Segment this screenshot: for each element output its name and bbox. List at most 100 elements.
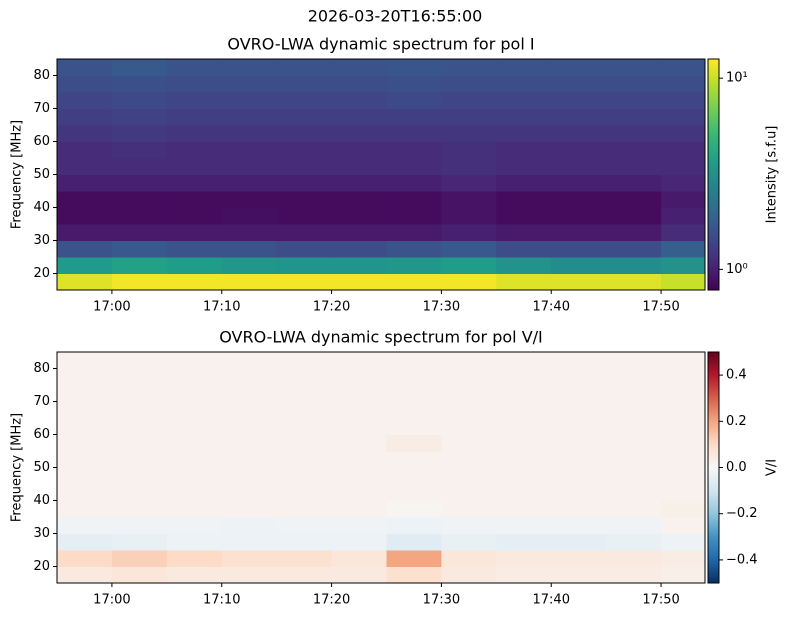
heatmap-cell: [111, 224, 168, 241]
heatmap-cell: [276, 108, 333, 126]
colorbar-tick-label: 10¹: [726, 71, 748, 86]
heatmap-cell: [551, 451, 607, 468]
heatmap-cell: [331, 92, 387, 109]
heatmap-cell: [57, 158, 113, 175]
heatmap-cell: [441, 257, 497, 274]
heatmap-cell: [496, 517, 552, 534]
heatmap-cell: [661, 92, 706, 109]
heatmap-cell: [606, 401, 662, 419]
heatmap-cell: [166, 257, 223, 274]
heatmap-cell: [386, 484, 442, 501]
heatmap-cell: [111, 92, 168, 109]
heatmap-cell: [331, 434, 387, 452]
heatmap-cell: [661, 141, 706, 159]
heatmap: [57, 352, 706, 584]
heatmap-cell: [166, 273, 223, 291]
heatmap-cell: [57, 418, 113, 435]
heatmap-cell: [496, 566, 552, 584]
heatmap-cell: [441, 467, 497, 485]
heatmap-cell: [221, 550, 278, 567]
colorbar: [708, 59, 719, 290]
heatmap-cell: [57, 108, 113, 126]
heatmap-cell: [57, 92, 113, 109]
heatmap-cell: [166, 75, 223, 93]
heatmap-cell: [57, 368, 113, 386]
heatmap-cell: [441, 401, 497, 419]
heatmap-cell: [386, 385, 442, 402]
heatmap-cell: [441, 451, 497, 468]
heatmap-cell: [606, 418, 662, 435]
heatmap-cell: [606, 566, 662, 584]
heatmap-cell: [57, 191, 113, 208]
heatmap-cell: [496, 240, 552, 258]
heatmap-cell: [57, 59, 113, 76]
heatmap-cell: [441, 158, 497, 175]
x-tick-label: 17:00: [93, 300, 130, 315]
heatmap-cell: [166, 59, 223, 76]
heatmap-cell: [111, 191, 168, 208]
heatmap-cell: [606, 240, 662, 258]
heatmap-cell: [441, 125, 497, 142]
heatmap-cell: [57, 125, 113, 142]
heatmap-cell: [221, 59, 278, 76]
heatmap-cell: [496, 108, 552, 126]
heatmap-cell: [111, 108, 168, 126]
heatmap-cell: [331, 125, 387, 142]
heatmap-cell: [57, 401, 113, 419]
heatmap-cell: [331, 385, 387, 402]
heatmap-cell: [166, 207, 223, 225]
heatmap-cell: [386, 517, 442, 534]
colorbar-label: Intensity [s.f.u]: [765, 126, 780, 224]
heatmap-cell: [221, 174, 278, 192]
heatmap-cell: [606, 533, 662, 551]
heatmap-cell: [606, 434, 662, 452]
heatmap-cell: [221, 401, 278, 419]
heatmap-cell: [441, 108, 497, 126]
heatmap-cell: [551, 418, 607, 435]
heatmap-cell: [331, 517, 387, 534]
heatmap-cell: [221, 385, 278, 402]
y-tick-label: 70: [33, 101, 50, 116]
heatmap-cell: [331, 257, 387, 274]
heatmap-cell: [661, 533, 706, 551]
heatmap-cell: [111, 273, 168, 291]
heatmap-cell: [57, 141, 113, 159]
heatmap-cell: [661, 401, 706, 419]
heatmap-cell: [166, 385, 223, 402]
heatmap-cell: [496, 174, 552, 192]
heatmap-cell: [551, 484, 607, 501]
heatmap-cell: [661, 191, 706, 208]
heatmap-cell: [551, 224, 607, 241]
colorbar-tick-label: −0.2: [726, 506, 758, 521]
heatmap-cell: [551, 108, 607, 126]
heatmap-cell: [331, 224, 387, 241]
heatmap-cell: [331, 533, 387, 551]
heatmap-cell: [386, 273, 442, 291]
heatmap-cell: [221, 566, 278, 584]
heatmap-cell: [166, 240, 223, 258]
heatmap-cell: [331, 484, 387, 501]
heatmap-cell: [111, 550, 168, 567]
heatmap-cell: [551, 517, 607, 534]
heatmap-cell: [276, 451, 333, 468]
heatmap-cell: [276, 434, 333, 452]
axes-title: OVRO-LWA dynamic spectrum for pol I: [227, 35, 534, 54]
heatmap-cell: [221, 125, 278, 142]
heatmap-cell: [221, 467, 278, 485]
heatmap-cell: [111, 174, 168, 192]
heatmap-cell: [276, 467, 333, 485]
heatmap-cell: [221, 418, 278, 435]
heatmap-cell: [606, 352, 662, 369]
heatmap-cell: [276, 418, 333, 435]
heatmap-cell: [166, 467, 223, 485]
heatmap-cell: [496, 484, 552, 501]
y-axis-label: Frequency [MHz]: [10, 413, 25, 522]
y-tick-label: 30: [33, 233, 50, 248]
heatmap-cell: [331, 500, 387, 518]
heatmap-cell: [166, 401, 223, 419]
x-tick-label: 17:50: [642, 593, 679, 608]
heatmap-cell: [221, 92, 278, 109]
heatmap-cell: [111, 385, 168, 402]
heatmap-cell: [441, 566, 497, 584]
heatmap-cell: [551, 273, 607, 291]
